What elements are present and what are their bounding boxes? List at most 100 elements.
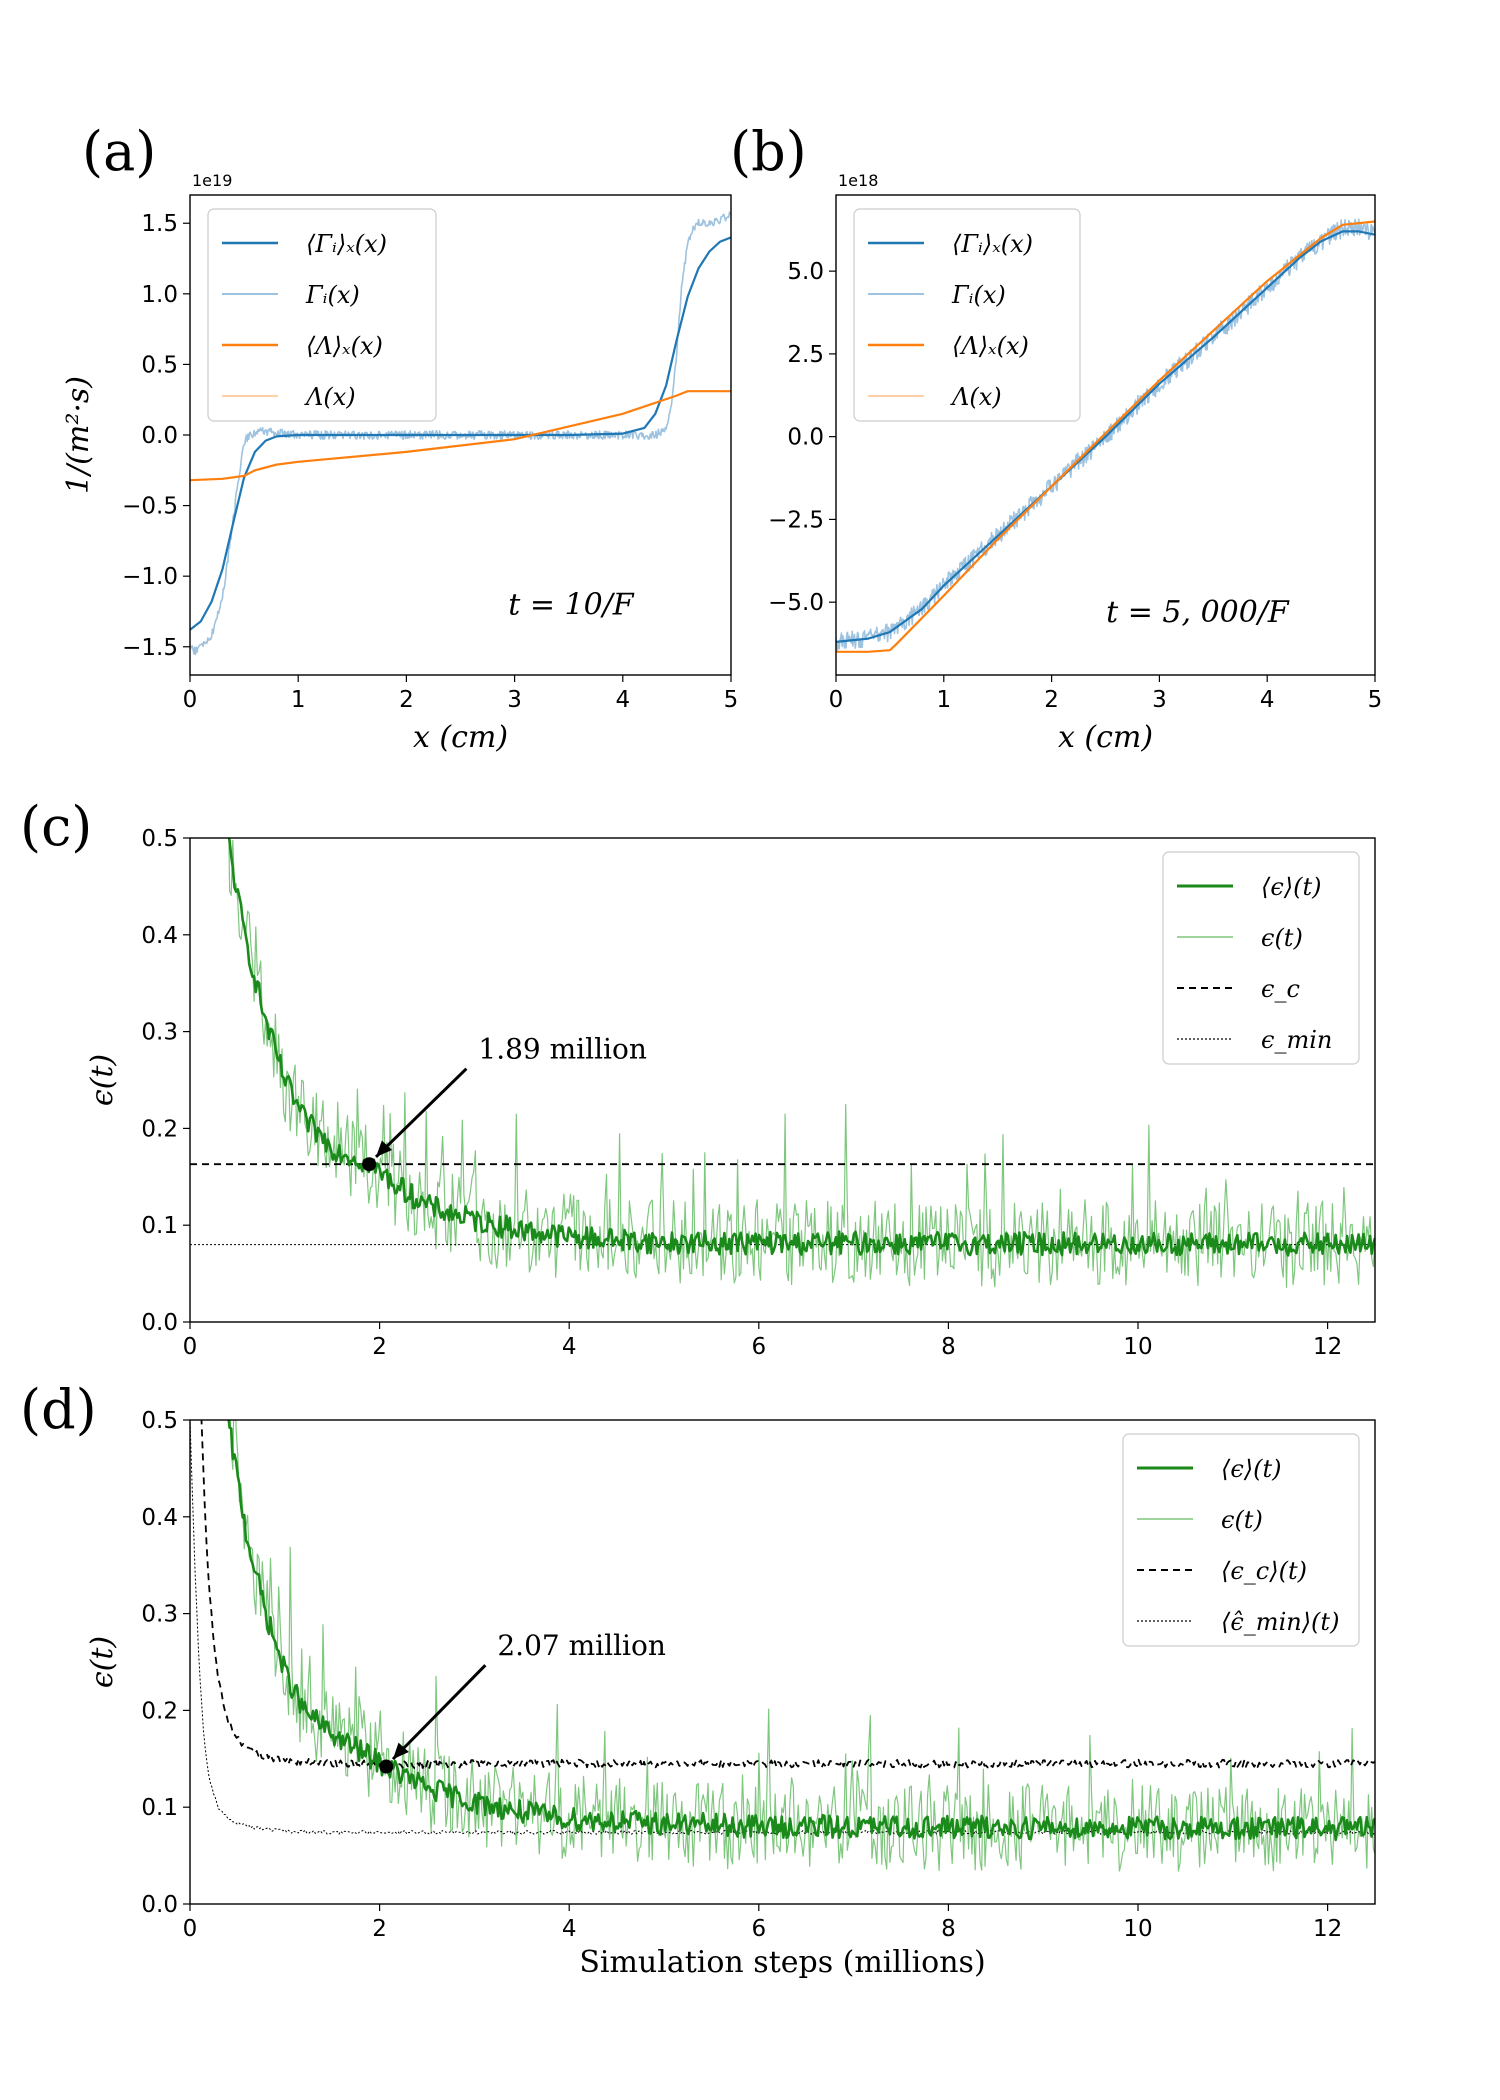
y-tick-label: 0.1	[141, 1795, 178, 1821]
series-line-green	[227, 1420, 1375, 1842]
x-tick-label: 2	[1044, 687, 1059, 713]
legend-box	[1162, 851, 1360, 1065]
axes-frame	[189, 837, 1376, 1323]
y-tick-label: 0.1	[141, 1213, 178, 1239]
legend-label: ⟨Λ⟩ₓ(x)	[952, 332, 1029, 360]
y-tick-label: −1.5	[122, 635, 178, 661]
legend-label: ⟨ϵ̂_min⟩(t)	[1221, 1608, 1339, 1636]
legend-label: ⟨ϵ⟩(t)	[1221, 1455, 1282, 1483]
x-tick-label: 0	[183, 687, 198, 713]
legend-label: ⟨ϵ⟩(t)	[1261, 873, 1322, 901]
series-line-blue	[836, 230, 1375, 643]
x-tick-label: 5	[724, 687, 739, 713]
annotation-text: 2.07 million	[497, 1629, 666, 1662]
y-tick-label: 0.0	[141, 423, 178, 449]
y-tick-label: −0.5	[122, 494, 178, 520]
axes-frame	[835, 194, 1376, 676]
legend-label: ϵ(t)	[1221, 1506, 1263, 1534]
x-tick-label: 2	[372, 1916, 387, 1942]
annotation-arrow-shaft	[391, 1664, 487, 1761]
x-tick-label: 4	[562, 1334, 577, 1360]
y-tick-label: 0.4	[141, 923, 178, 949]
y-tick-label: 0.0	[141, 1892, 178, 1918]
legend-label: Γᵢ(x)	[305, 281, 360, 309]
legend: ⟨Γᵢ⟩ₓ(x) Γᵢ(x) ⟨Λ⟩ₓ(x) Λ(x)	[853, 208, 1081, 422]
panel-label-a: (a)	[82, 120, 156, 183]
x-axis-label: x (cm)	[413, 720, 508, 755]
y-tick-label: 0.0	[141, 1310, 178, 1336]
x-tick-label: 0	[183, 1916, 198, 1942]
x-tick-label: 5	[1368, 687, 1383, 713]
x-tick-label: 8	[941, 1334, 956, 1360]
x-tick-label: 10	[1123, 1334, 1152, 1360]
series-line-dashed	[200, 1420, 1375, 1769]
axes-frame	[189, 1419, 1376, 1905]
y-axis-label: ϵ(t)	[85, 1054, 120, 1106]
legend-label: ϵ_c	[1261, 975, 1300, 1003]
y-tick-label: 0.3	[141, 1020, 178, 1046]
x-tick-label: 2	[372, 1334, 387, 1360]
annotation-arrow-shaft	[374, 1067, 468, 1158]
y-tick-label: 0.0	[787, 425, 824, 451]
series-line-orange	[190, 390, 731, 482]
legend-label: ⟨Γᵢ⟩ₓ(x)	[952, 230, 1033, 258]
y-axis-label: ϵ(t)	[85, 1636, 120, 1688]
y-tick-label: 1.0	[141, 282, 178, 308]
y-tick-label: 0.4	[141, 1505, 178, 1531]
chart-a: (a) 1e19 0 1 2 3 4 5 −1.5 −1.0 −0.5 0.0 0.5 1.0 1.5 x (…	[61, 120, 738, 755]
panel-label-c: (c)	[20, 795, 92, 858]
chart-b: (b) 1e18 0 1 2 3 4 5 −5.0 −2.5 0.0 2.5 5.0 x (cm) t = …	[730, 120, 1382, 755]
x-tick-label: 6	[751, 1334, 766, 1360]
legend: ⟨ϵ⟩(t) ϵ(t) ϵ_c ϵ_min	[1162, 851, 1360, 1065]
panel-label-b: (b)	[730, 120, 807, 183]
x-tick-label: 12	[1313, 1334, 1342, 1360]
plot-area	[190, 1420, 1375, 1872]
annotation-text: 1.89 million	[478, 1033, 647, 1066]
x-tick-label: 4	[615, 687, 630, 713]
x-axis-label: x (cm)	[1058, 720, 1153, 755]
y-tick-label: 2.5	[787, 342, 824, 368]
series-line-green_light	[229, 1420, 1375, 1872]
annotation-arrow-head	[376, 1140, 393, 1157]
legend-box	[1122, 1433, 1360, 1647]
x-tick-label: 4	[1260, 687, 1275, 713]
legend-box	[853, 208, 1081, 422]
legend: ⟨Γᵢ⟩ₓ(x) Γᵢ(x) ⟨Λ⟩ₓ(x) Λ(x)	[207, 208, 437, 422]
legend-label: ⟨Γᵢ⟩ₓ(x)	[306, 230, 387, 258]
annotation-arrow-head	[392, 1742, 409, 1760]
legend: ⟨ϵ⟩(t) ϵ(t) ⟨ϵ_c⟩(t) ⟨ϵ̂_min⟩(t)	[1122, 1433, 1360, 1647]
x-tick-label: 0	[183, 1334, 198, 1360]
y-tick-label: 0.3	[141, 1602, 178, 1628]
time-annotation: t = 5, 000/F	[1106, 595, 1290, 630]
legend-label: ⟨Λ⟩ₓ(x)	[306, 332, 383, 360]
x-tick-label: 3	[507, 687, 522, 713]
legend-label: ϵ(t)	[1261, 924, 1303, 952]
x-tick-label: 8	[941, 1916, 956, 1942]
plot-area	[190, 211, 731, 656]
legend-label: Γᵢ(x)	[951, 281, 1006, 309]
plot-area	[836, 218, 1375, 653]
x-tick-label: 12	[1313, 1916, 1342, 1942]
legend-label: ⟨ϵ_c⟩(t)	[1221, 1557, 1307, 1585]
x-tick-label: 4	[562, 1916, 577, 1942]
y-tick-label: −5.0	[768, 590, 824, 616]
x-tick-label: 3	[1152, 687, 1167, 713]
chart-d: (d) 0 2 4 6 8 10 12 0.0 0.1 0.2 0.3 0.4 0.5 Simulation…	[20, 1378, 1376, 1980]
y-tick-label: 0.2	[141, 1698, 178, 1724]
annotation-point	[362, 1157, 377, 1172]
legend-label: Λ(x)	[304, 383, 356, 411]
x-tick-label: 1	[291, 687, 306, 713]
y-tick-label: −2.5	[768, 507, 824, 533]
x-tick-label: 6	[751, 1916, 766, 1942]
legend-box	[207, 208, 437, 422]
series-line-orange	[836, 220, 1375, 653]
x-tick-label: 2	[399, 687, 414, 713]
chart-c: (c) 0 2 4 6 8 10 12 0.0 0.1 0.2 0.3 0.4 0.5 ϵ(t) 1.89 m…	[20, 795, 1376, 1360]
y-tick-label: 0.5	[141, 826, 178, 852]
x-tick-label: 10	[1123, 1916, 1152, 1942]
x-axis-label: Simulation steps (millions)	[579, 1945, 985, 1980]
sci-multiplier: 1e19	[192, 171, 232, 190]
y-tick-label: 0.5	[141, 1408, 178, 1434]
x-tick-label: 0	[829, 687, 844, 713]
